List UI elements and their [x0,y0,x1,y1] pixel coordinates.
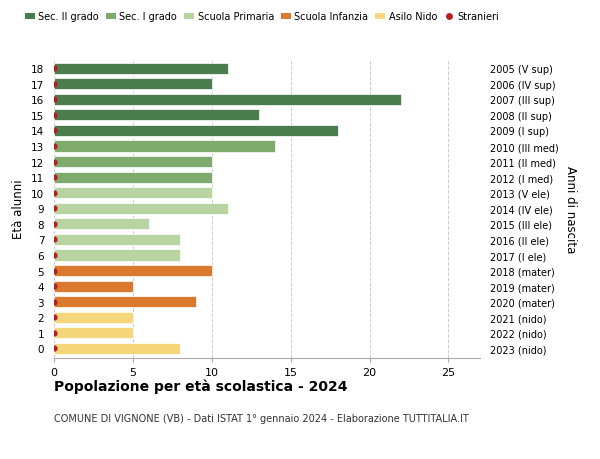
Bar [54,79,212,90]
Text: COMUNE DI VIGNONE (VB) - Dati ISTAT 1° gennaio 2024 - Elaborazione TUTTITALIA.IT: COMUNE DI VIGNONE (VB) - Dati ISTAT 1° g… [54,413,469,423]
Bar [54,110,259,121]
Bar [54,203,227,214]
Bar [54,157,212,168]
Y-axis label: Anni di nascita: Anni di nascita [563,165,577,252]
Bar [54,172,212,183]
Bar [54,188,212,199]
Bar [54,281,133,292]
Bar [54,312,133,323]
Bar [54,141,275,152]
Bar [54,297,196,308]
Bar [54,63,227,74]
Text: Popolazione per età scolastica - 2024: Popolazione per età scolastica - 2024 [54,379,347,393]
Bar [54,126,338,137]
Bar [54,235,180,246]
Bar [54,265,212,277]
Bar [54,250,180,261]
Bar [54,95,401,106]
Bar [54,343,180,354]
Y-axis label: Età alunni: Età alunni [13,179,25,239]
Bar [54,219,149,230]
Bar [54,328,133,339]
Legend: Sec. II grado, Sec. I grado, Scuola Primaria, Scuola Infanzia, Asilo Nido, Stran: Sec. II grado, Sec. I grado, Scuola Prim… [25,12,499,22]
